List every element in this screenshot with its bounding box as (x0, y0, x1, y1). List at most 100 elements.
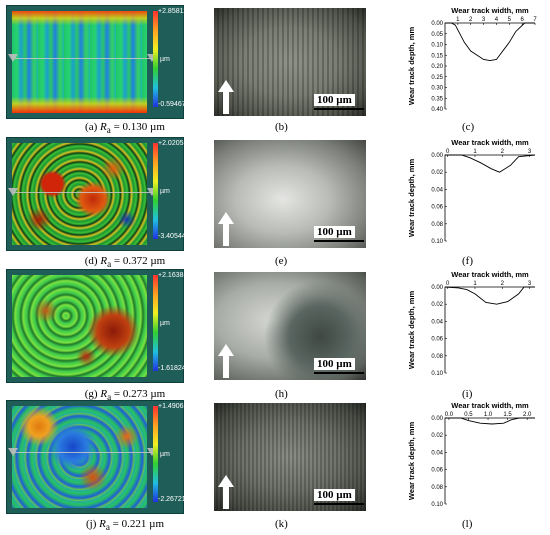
micrograph: 100 µm (214, 403, 366, 511)
profile-line (13, 192, 157, 193)
colorbar-min: -2.26721 (158, 496, 186, 503)
y-tick-label: 0.10 (431, 239, 443, 245)
y-tick-label: 0.10 (431, 371, 443, 377)
x-tick-label: 5 (508, 17, 512, 23)
scale-bar (314, 503, 364, 505)
topography-panel: +2.16385 µm -1.61824 (6, 269, 188, 383)
y-tick-label: 0.06 (431, 468, 443, 474)
topography-panel: +2.02053 µm -3.40544 (6, 137, 187, 251)
x-tick-label: 3 (528, 149, 532, 155)
x-axis-title: Wear track width, mm (451, 6, 529, 15)
x-tick-label: 1 (456, 17, 460, 23)
profile-marker-icon (8, 188, 18, 196)
x-tick-label: 0 (446, 281, 450, 287)
scale-bar (314, 240, 364, 242)
caption-a: (a) Ra = 0.130 µm (85, 121, 165, 136)
x-tick-label: 2 (501, 281, 505, 287)
x-tick-label: 2 (501, 149, 505, 155)
height-map (12, 11, 147, 113)
y-tick-label: 0.10 (431, 43, 443, 49)
caption-l: (l) (462, 518, 473, 530)
y-axis-title: Wear track depth, mm (407, 27, 416, 106)
scale-bar (314, 108, 364, 110)
y-tick-label: 0.00 (431, 285, 443, 291)
height-map (12, 143, 147, 245)
x-tick-label: 1.0 (484, 412, 493, 418)
colorbar-unit: µm (160, 188, 170, 195)
x-tick-label: 2.0 (523, 412, 532, 418)
colorbar-min: -3.40544 (158, 233, 186, 240)
colorbar (153, 143, 158, 239)
colorbar (153, 275, 158, 371)
profile-marker-icon (8, 448, 18, 456)
colorbar (153, 11, 158, 107)
x-tick-label: 7 (533, 17, 537, 23)
profile-line (13, 452, 157, 453)
y-tick-label: 0.04 (431, 187, 443, 193)
topography-panel: +2.85811 µm -0.59467 (6, 5, 187, 119)
x-tick-label: 1 (473, 281, 477, 287)
topography-panel: +1.49062 µm -2.26721 (6, 400, 187, 514)
y-tick-label: 0.20 (431, 64, 443, 70)
x-tick-label: 0 (446, 149, 450, 155)
wear-profile-chart: 0.0 0.5 1.0 1.5 2.0 0.00 0.02 0.04 0.06 0.08 0.10 W… (407, 401, 535, 508)
wear-profile-line (444, 286, 535, 305)
y-tick-label: 0.08 (431, 354, 443, 360)
x-tick-label: 3 (482, 17, 486, 23)
x-axis-title: Wear track width, mm (451, 401, 529, 410)
sliding-direction-arrow-icon (218, 80, 234, 114)
y-tick-label: 0.08 (431, 485, 443, 491)
scale-bar-label: 100 µm (314, 226, 355, 238)
caption-k: (k) (275, 518, 288, 530)
axis-lines (444, 286, 535, 373)
scale-bar-label: 100 µm (314, 94, 355, 106)
x-axis-title: Wear track width, mm (451, 138, 529, 147)
colorbar-unit: µm (160, 451, 170, 458)
caption-i: (i) (462, 388, 473, 400)
caption-j: (j) Ra = 0.221 µm (85, 518, 165, 533)
y-tick-label: 0.04 (431, 450, 443, 456)
height-map (12, 406, 147, 508)
x-tick-label: 0.0 (445, 412, 454, 418)
scale-bar-label: 100 µm (314, 358, 355, 370)
y-tick-label: 0.02 (431, 302, 443, 308)
profile-marker-icon (147, 448, 157, 456)
wear-profile-chart: 0 1 2 3 0.00 0.02 0.04 0.06 0.08 0.10 Wear track w… (407, 138, 536, 245)
colorbar-max: +2.16385 (158, 272, 188, 279)
y-axis-title: Wear track depth, mm (407, 159, 416, 238)
profile-marker-icon (147, 188, 157, 196)
caption-c: (c) (462, 121, 475, 133)
y-tick-label: 0.00 (431, 21, 443, 27)
micrograph: 100 µm (214, 272, 366, 380)
x-tick-label: 6 (520, 17, 524, 23)
colorbar-min: -1.61824 (158, 365, 186, 372)
caption-f: (f) (462, 255, 473, 267)
y-axis-title: Wear track depth, mm (407, 422, 416, 501)
colorbar-max: +2.85811 (158, 8, 187, 15)
scale-bar (314, 372, 364, 374)
wear-profile-chart: 0 1 2 3 0.00 0.02 0.04 0.06 0.08 0.10 Wear track w… (407, 270, 535, 377)
wear-profile-chart: 1 2 3 4 5 6 7 0.00 0.05 0.10 0.15 0.20 0.25 0.30 0.35 0… (407, 6, 537, 113)
y-tick-label: 0.25 (431, 75, 443, 81)
caption-d: (d) Ra = 0.372 µm (84, 255, 166, 270)
x-tick-label: 1.5 (503, 412, 512, 418)
y-tick-label: 0.06 (431, 337, 443, 343)
caption-b: (b) (275, 121, 288, 133)
y-tick-label: 0.02 (431, 170, 443, 176)
x-tick-label: 4 (495, 17, 499, 23)
wear-profile-line (445, 417, 535, 425)
y-tick-label: 0.02 (431, 433, 443, 439)
x-axis-title: Wear track width, mm (451, 270, 529, 279)
y-tick-label: 0.40 (431, 107, 443, 113)
scale-bar-label: 100 µm (314, 489, 355, 501)
caption-e: (e) (275, 255, 288, 267)
colorbar-unit: µm (160, 320, 170, 327)
y-tick-label: 0.05 (431, 32, 443, 38)
y-tick-label: 0.04 (431, 319, 443, 325)
y-tick-label: 0.06 (431, 205, 443, 211)
y-tick-label: 0.08 (431, 222, 443, 228)
sliding-direction-arrow-icon (218, 212, 234, 246)
axis-lines (444, 417, 535, 504)
sliding-direction-arrow-icon (218, 344, 234, 378)
axis-lines (444, 22, 535, 109)
